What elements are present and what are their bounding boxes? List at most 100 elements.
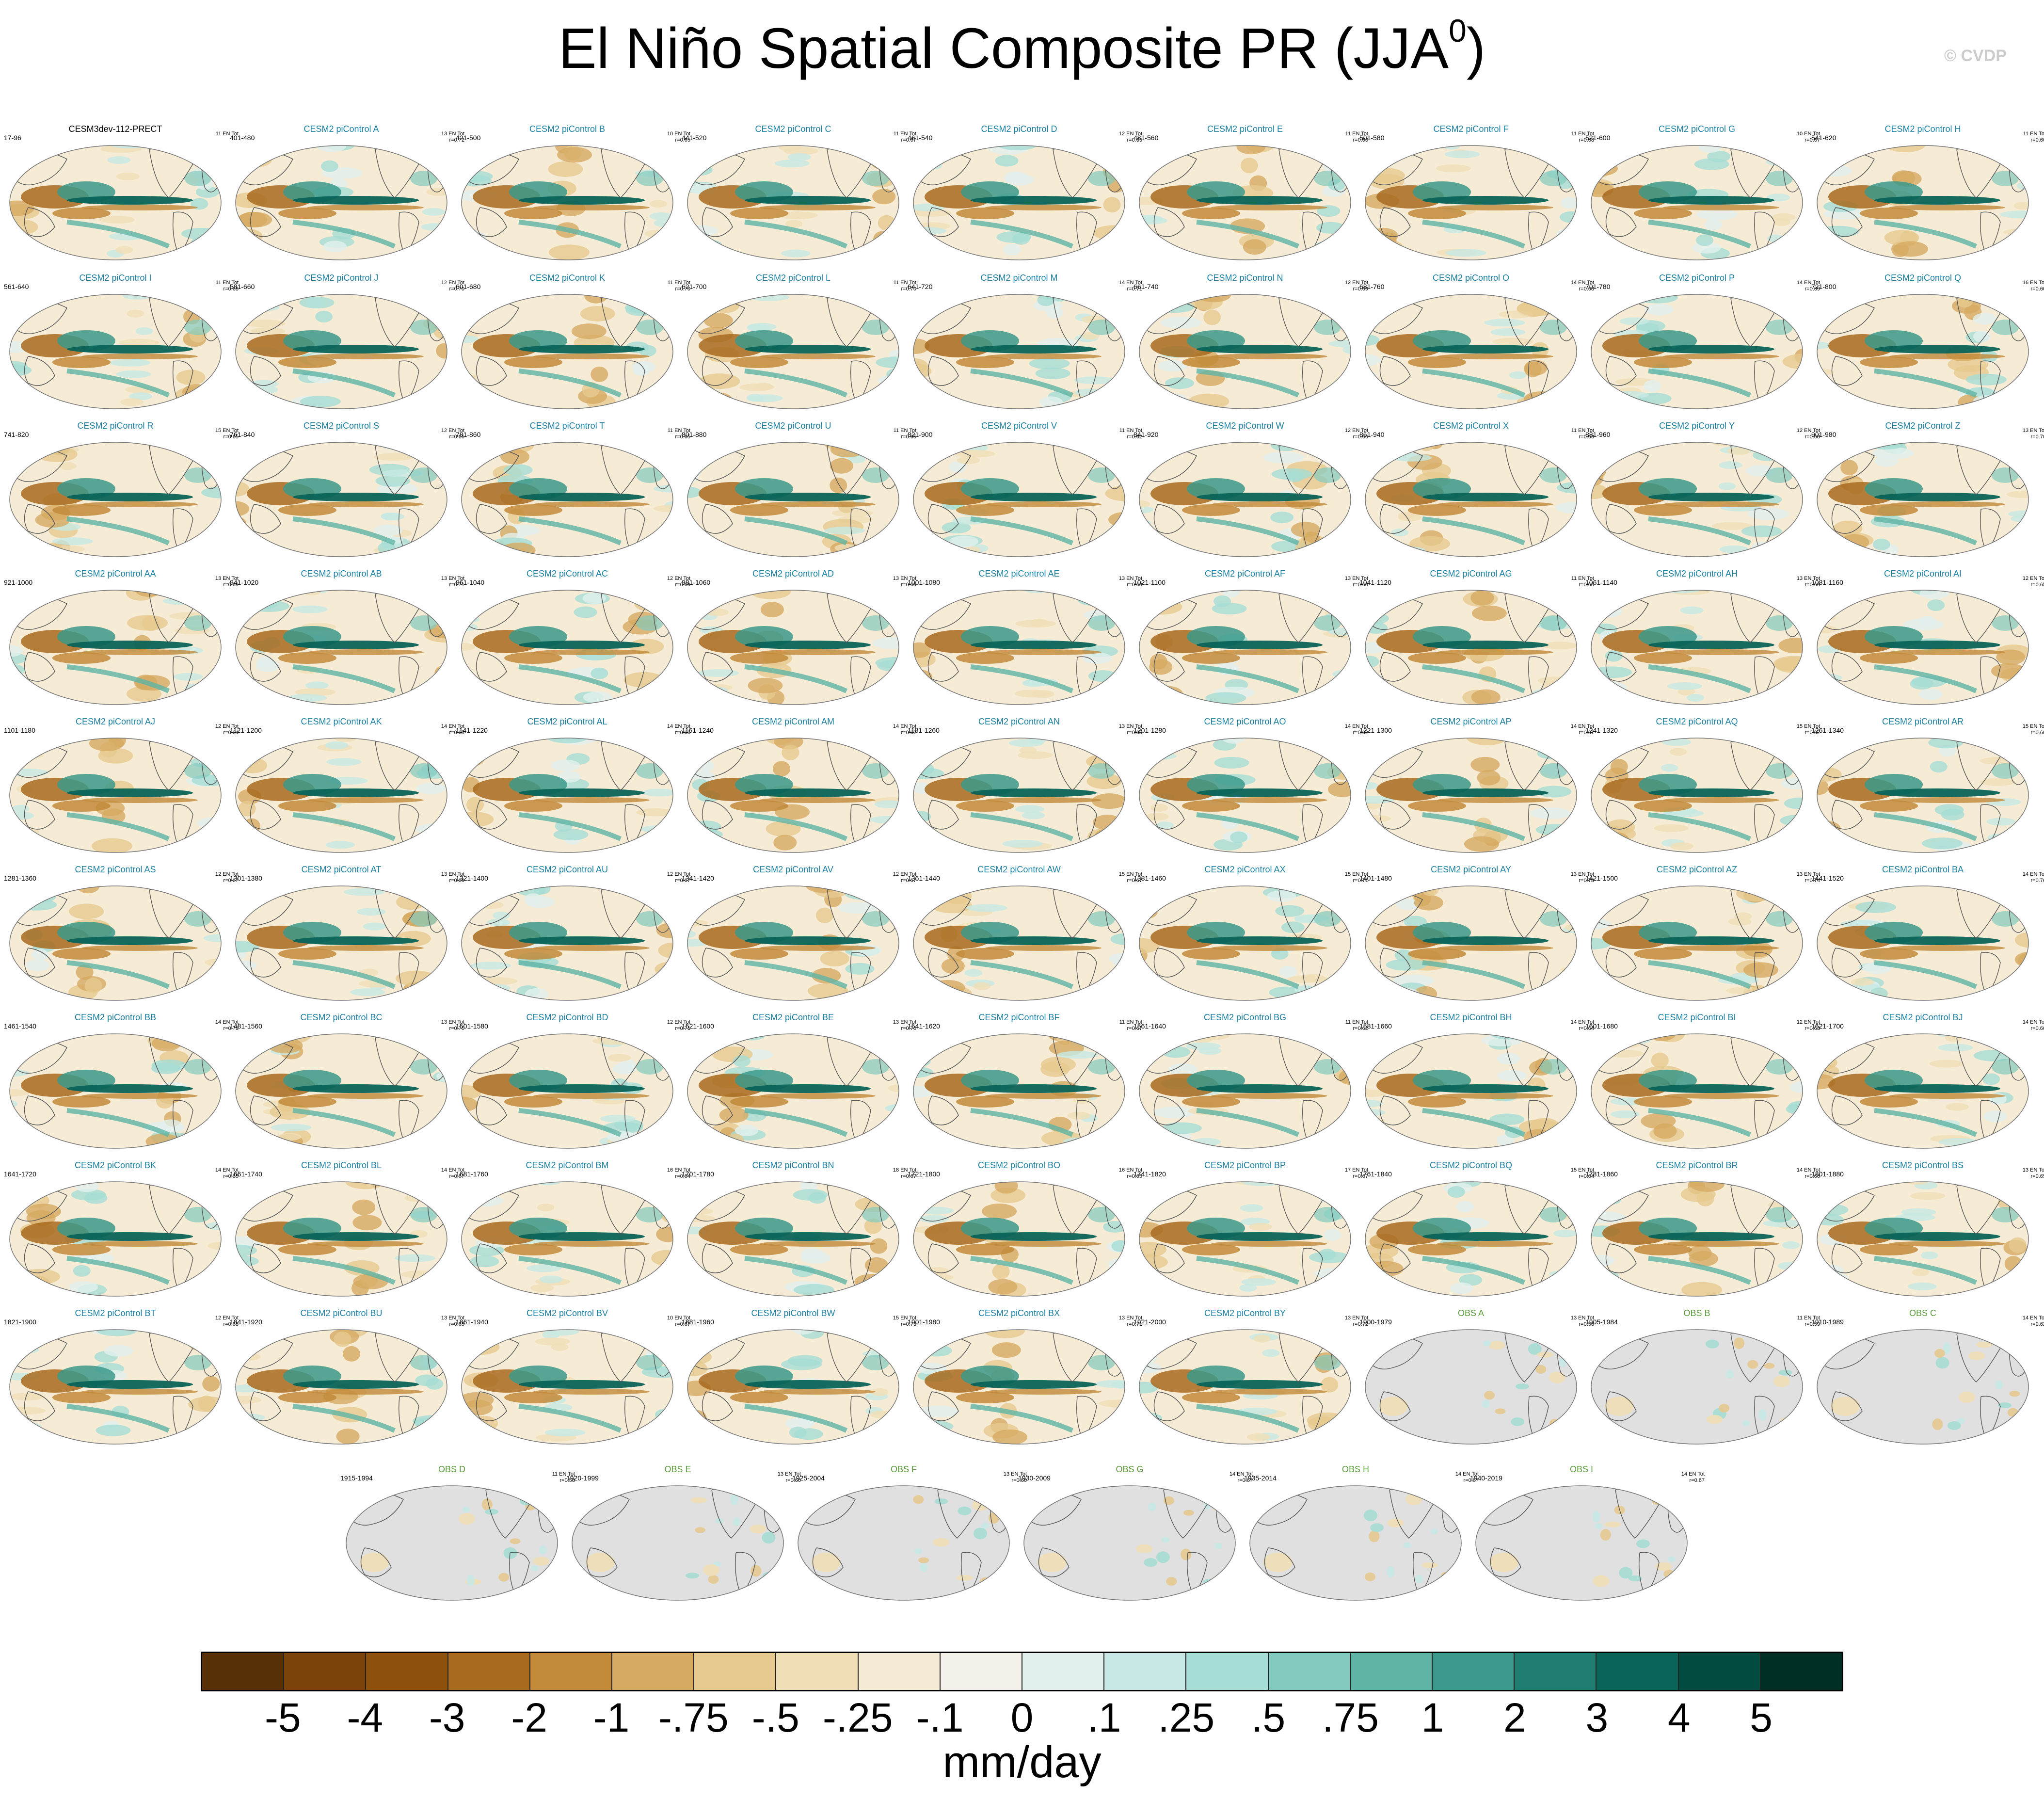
- panel-stats: 11 EN Tot r=0.59: [1797, 1315, 1820, 1328]
- panel-correlation: r=0.67: [901, 137, 917, 143]
- colorbar-labels: -5 -4 -3 -2 -1 -.75 -.5 -.25 -.1 0 .1 .25 .5 .75 1 2 3 4 5: [201, 1694, 1843, 1743]
- panel-title: CESM2 piControl BF: [978, 1012, 1060, 1022]
- panel-years: 441-520: [682, 134, 707, 142]
- panel-title: CESM2 piControl AJ: [75, 717, 156, 726]
- panel-title: CESM2 piControl BD: [526, 1012, 608, 1022]
- map-plot: [1817, 294, 2029, 409]
- title-close: ): [1466, 16, 1486, 80]
- panel-correlation: r=0.67: [1127, 878, 1143, 884]
- panel-title: CESM2 piControl BB: [74, 1012, 157, 1022]
- panel-event-count: 12 EN Tot: [893, 871, 916, 877]
- panel-correlation: r=0.64: [1579, 1173, 1595, 1179]
- panel-event-count: 16 EN Tot: [1118, 1167, 1142, 1173]
- map-plot: [461, 442, 673, 557]
- panel-correlation: r=0.68: [1127, 582, 1143, 588]
- map-panel: CESM2 piControl BS 1801-1880 13 EN Tot r=0.…: [1811, 1160, 2044, 1300]
- panel-years: 821-900: [908, 431, 933, 438]
- map-plot: [235, 738, 447, 853]
- panel-title: CESM2 piControl O: [1432, 273, 1510, 283]
- colorbar-swatch: [1760, 1653, 1842, 1690]
- map-panel: CESM2 piControl BL 1661-1740 14 EN Tot r=0.…: [230, 1160, 464, 1300]
- panel-title: CESM2 piControl K: [529, 273, 606, 283]
- map-plot: [461, 1329, 673, 1445]
- panel-title: CESM2 piControl BA: [1882, 865, 1964, 874]
- panel-correlation: r=0.67: [901, 1173, 917, 1179]
- map-plot: [1023, 1485, 1236, 1601]
- map-panel: OBS A 1900-1979 13 EN Tot r=0.56: [1359, 1308, 1594, 1447]
- map-plot: [1365, 1033, 1577, 1149]
- panel-event-count: 15 EN Tot: [215, 428, 239, 434]
- map-plot: [461, 294, 673, 409]
- map-plot: [1365, 145, 1577, 260]
- map-panel: CESM2 piControl B 421-500 10 EN Tot r=0.65: [456, 124, 690, 263]
- panel-title: CESM2 piControl BS: [1882, 1160, 1964, 1170]
- map-plot: [461, 885, 673, 1001]
- panel-event-count: 11 EN Tot: [1345, 131, 1368, 137]
- panel-title: CESM2 piControl BC: [300, 1012, 383, 1022]
- map-plot: [9, 1181, 222, 1297]
- colorbar-swatch: [366, 1653, 448, 1690]
- panel-years: 521-600: [1585, 134, 1611, 142]
- map-panel: CESM2 piControl R 741-820 15 EN Tot r=0.65: [4, 421, 239, 560]
- map-panel: OBS I 1940-2019 14 EN Tot r=0.67: [1470, 1464, 1705, 1604]
- panel-correlation: r=0.67: [1237, 1478, 1253, 1483]
- colorbar-tick-label: -5: [265, 1695, 301, 1740]
- map-plot: [687, 590, 899, 705]
- panel-event-count: 10 EN Tot: [1796, 131, 1820, 137]
- panel-stats: 13 EN Tot r=0.68: [1119, 576, 1142, 588]
- panel-stats: 13 EN Tot r=0.72: [1345, 1315, 1368, 1328]
- panel-correlation: r=0.62: [901, 730, 917, 736]
- panel-stats: 11 EN Tot r=0.65: [894, 428, 916, 440]
- panel-stats: 11 EN Tot r=0.68: [1571, 131, 1594, 144]
- map-panel: CESM2 piControl AJ 1101-1180 12 EN Tot r=0.…: [4, 717, 239, 856]
- colorbar-tick-label: .25: [1158, 1695, 1215, 1740]
- map-plot: [1591, 442, 1803, 557]
- colorbar-swatch: [530, 1653, 613, 1690]
- panel-event-count: 11 EN Tot: [215, 280, 239, 286]
- map-panel: CESM2 piControl V 821-900 11 EN Tot r=0.62: [908, 421, 1142, 560]
- panel-correlation: r=0.68: [1579, 137, 1595, 143]
- colorbar-tick-label: 2: [1503, 1695, 1526, 1740]
- map-panel: CESM2 piControl BA 1441-1520 14 EN Tot r=0.…: [1811, 865, 2044, 1004]
- panel-years: 1920-1999: [566, 1474, 599, 1482]
- panel-years: 1861-1940: [456, 1318, 488, 1326]
- map-panel: CESM2 piControl BN 1701-1780 18 EN Tot r=0.…: [682, 1160, 916, 1300]
- map-panel: CESM2 piControl BT 1821-1900 12 EN Tot r=0.…: [4, 1308, 239, 1447]
- map-plot: [1139, 145, 1351, 260]
- map-panel: CESM2 piControl AE 1001-1080 13 EN Tot r=0.…: [908, 569, 1142, 708]
- panel-years: 561-640: [4, 283, 29, 290]
- panel-correlation: r=0.69: [1353, 286, 1369, 292]
- panel-event-count: 11 EN Tot: [893, 428, 916, 434]
- colorbar: [201, 1652, 1843, 1691]
- colorbar-swatch: [1350, 1653, 1433, 1690]
- panel-correlation: r=0.71: [1127, 1321, 1143, 1327]
- panel-stats: 12 EN Tot r=0.64: [215, 723, 239, 736]
- map-panel: CESM2 piControl BY 1921-2000 13 EN Tot r=0.…: [1134, 1308, 1368, 1447]
- panel-event-count: 18 EN Tot: [893, 1167, 916, 1173]
- panel-stats: 14 EN Tot r=0.64: [1571, 1019, 1594, 1032]
- map-plot: [461, 145, 673, 260]
- panel-event-count: 14 EN Tot: [2022, 1019, 2044, 1025]
- panel-years: 1921-2000: [1134, 1318, 1166, 1326]
- panel-title: CESM2 piControl AO: [1204, 717, 1286, 726]
- map-plot: [1139, 294, 1351, 409]
- panel-stats: 13 EN Tot r=0.71: [441, 576, 464, 588]
- panel-title: CESM2 piControl V: [981, 421, 1057, 431]
- panel-stats: 15 EN Tot r=0.73: [893, 1315, 916, 1328]
- panel-years: 681-760: [1359, 283, 1385, 290]
- panel-event-count: 14 EN Tot: [215, 1019, 239, 1025]
- panel-stats: 14 EN Tot r=0.67: [1455, 1471, 1479, 1484]
- panel-years: 981-1060: [682, 579, 711, 586]
- panel-title: CESM2 piControl AZ: [1656, 865, 1738, 874]
- map-plot: [9, 590, 222, 705]
- panel-title: CESM2 piControl AI: [1884, 569, 1962, 579]
- colorbar-swatch: [1515, 1653, 1597, 1690]
- map-panel: CESM2 piControl AO 1201-1280 14 EN Tot r=0.…: [1134, 717, 1368, 856]
- panel-title: CESM2 piControl BV: [526, 1308, 608, 1318]
- panel-event-count: 12 EN Tot: [1796, 428, 1820, 434]
